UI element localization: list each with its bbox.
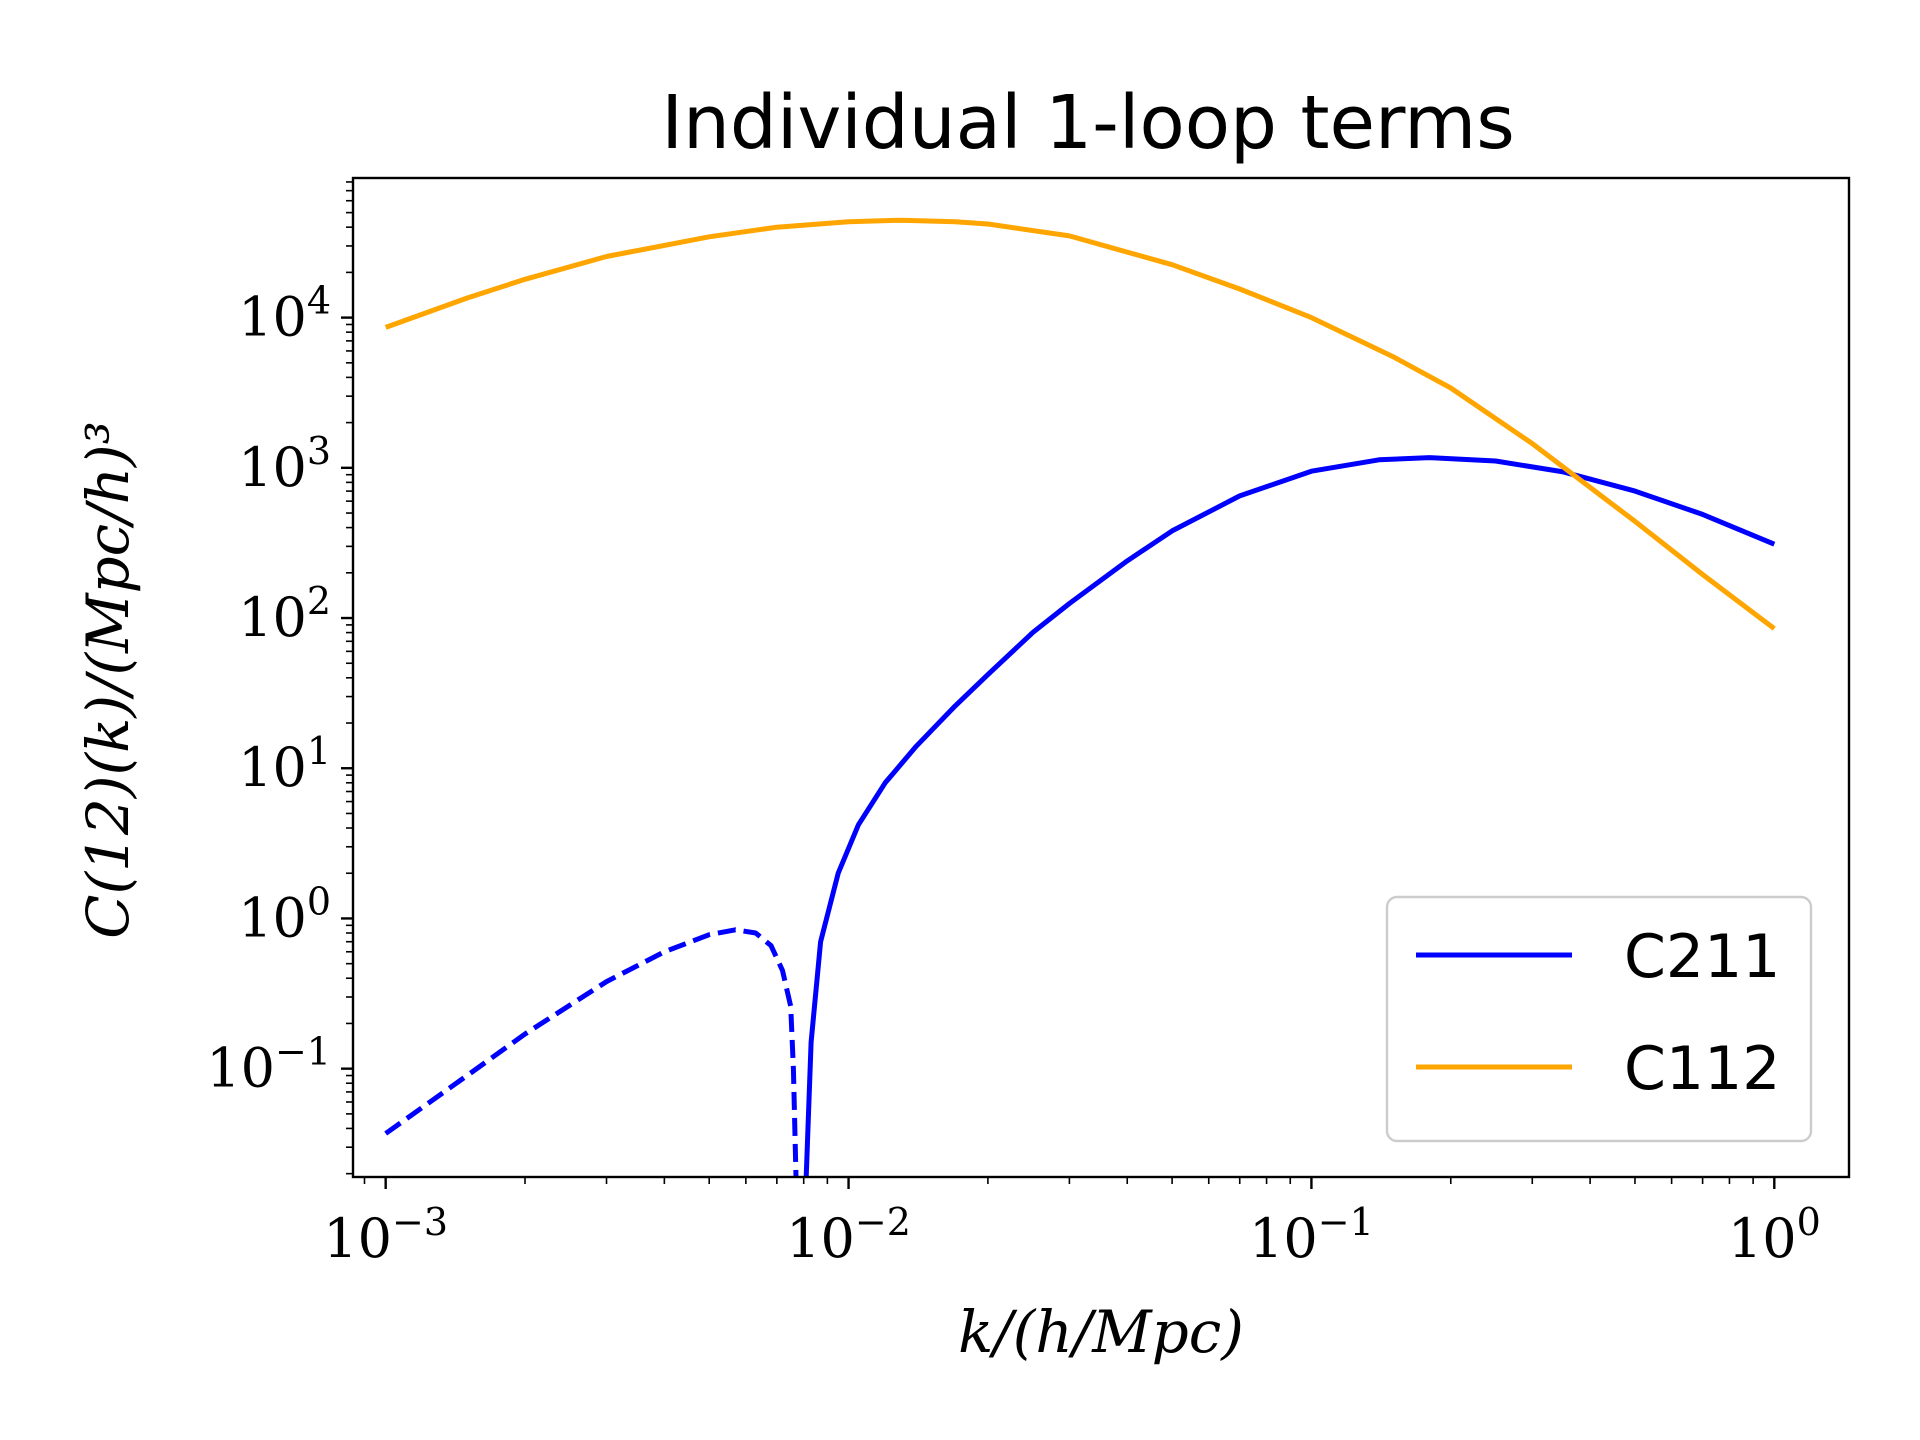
- x-tick-label: 10−3: [323, 1200, 448, 1270]
- y-tick-label: 104: [238, 279, 331, 349]
- series-line-c112: [384, 217, 1776, 631]
- chart-title: Individual 1-loop terms: [661, 80, 1515, 166]
- x-tick-label: 100: [1728, 1200, 1821, 1270]
- y-tick-label: 103: [238, 429, 331, 499]
- x-tick-label: 10−2: [786, 1200, 911, 1270]
- legend: C211 C112: [1385, 895, 1813, 1143]
- legend-box: [1385, 895, 1813, 1143]
- plot-frame: [351, 176, 1851, 1179]
- x-axis-label: k/(h/Mpc): [958, 1298, 1244, 1366]
- legend-label-c112: C112: [1624, 1034, 1780, 1104]
- major-ticks: [341, 316, 1776, 1189]
- series-line-c211: [803, 455, 1776, 1177]
- series-line-c211-negative-dashed: [384, 927, 799, 1177]
- y-tick-label: 102: [238, 579, 331, 649]
- y-tick-label: 10−1: [206, 1030, 331, 1100]
- y-tick-labels: 10−1 100 101 102 103 104: [206, 279, 331, 1100]
- series-layer: [384, 217, 1776, 1177]
- y-tick-label: 100: [238, 879, 331, 949]
- y-axis-label: C(12)(k)/(Mpc/h)³: [74, 421, 142, 939]
- legend-label-c211: C211: [1624, 922, 1780, 992]
- x-tick-labels: 10−3 10−2 10−1 100: [323, 1200, 1820, 1270]
- x-tick-label: 10−1: [1249, 1200, 1374, 1270]
- y-tick-label: 101: [238, 729, 331, 799]
